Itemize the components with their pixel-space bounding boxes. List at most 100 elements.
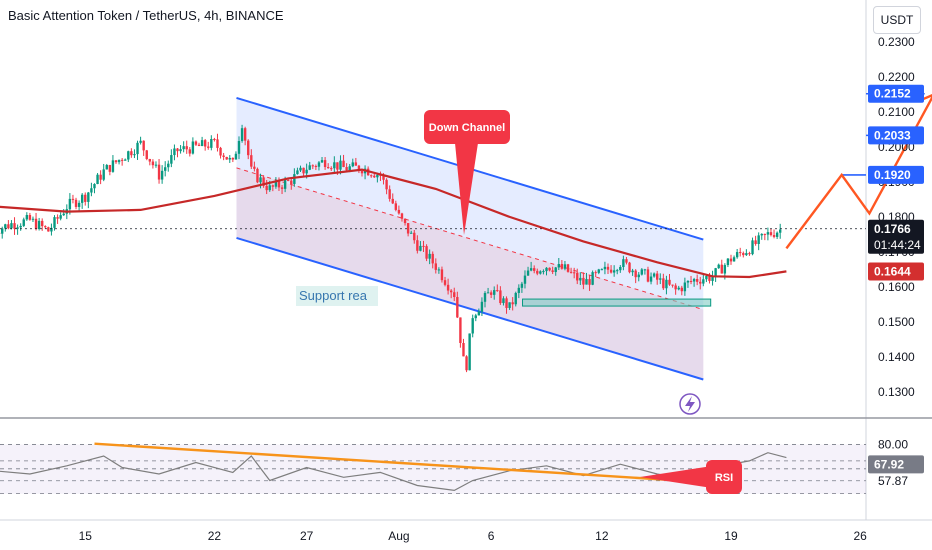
candle-body [305,169,308,174]
candle-body [689,280,693,282]
x-tick-label: Aug [388,529,409,543]
candle-body [287,180,290,182]
candle-body [523,275,527,284]
candle-body [167,163,170,168]
candle-body [443,280,447,285]
candle-body [216,139,219,148]
price-tag: 0.2033 [868,126,924,145]
candle-body [357,165,361,172]
candle-body [671,284,674,286]
candle-body [259,177,262,183]
candle-body [425,246,428,259]
candle-body [277,180,281,188]
price-tag-bg [868,126,924,145]
candle-body [326,167,330,169]
candle-body [170,155,173,164]
candle-body [136,142,139,155]
candle-body [656,273,659,280]
candle-body [754,240,757,244]
price-tag-label: 0.2152 [874,87,911,101]
candle-body [588,279,591,285]
candle-body [22,219,25,226]
candle-body [105,165,108,170]
projection-line [785,95,932,250]
candle-body [526,270,530,276]
candle-body [102,169,105,180]
candle-body [342,160,345,168]
candle-body [769,232,773,236]
price-tag: 0.1920 [868,165,924,184]
candle-body [133,154,136,156]
candle-body [308,165,311,170]
price-tag-label: 0.1920 [874,168,911,182]
candle-body [493,290,496,295]
candle-body [53,217,56,228]
moving-average [0,168,787,279]
candle-body [465,356,468,371]
candle-body [345,167,348,171]
candle-body [173,148,176,156]
candle-body [256,168,259,183]
candle-body [745,253,748,256]
candle-body [563,264,567,269]
candle-body [732,257,736,262]
candle-body [729,258,733,262]
price-series [0,124,866,373]
candle-body [683,282,687,292]
candle-body [486,292,490,294]
candle-body [680,287,683,292]
candle-body [410,232,413,234]
candle-body [354,162,358,166]
candle-body [271,185,275,187]
candle-body [508,302,511,308]
candle-body [699,281,702,284]
candle-body [603,266,607,270]
rsi-pointer [640,466,712,488]
candle-body [253,166,256,169]
candle-body [311,165,314,167]
currency-button[interactable]: USDT [873,6,921,34]
callout-pointer [455,143,478,235]
candle-body [160,170,164,180]
candle-body [1,228,4,234]
candle-body [391,198,394,204]
candle-body [597,269,600,273]
y-tick-label: 0.1400 [878,350,915,364]
candle-body [293,174,296,184]
candle-body [127,151,130,160]
candle-body [77,202,81,207]
candle-body [154,164,158,166]
candle-body [705,276,708,280]
candle-body [268,185,271,191]
candle-body [489,292,493,295]
candle-body [188,149,191,154]
candle-body [194,141,198,145]
candle-body [735,252,739,258]
candle-body [477,311,481,316]
candle-body [511,302,514,305]
candle-body [640,269,644,275]
candle-body [108,165,112,172]
x-tick-label: 6 [488,529,495,543]
candle-body [560,264,564,269]
candle-body [237,140,241,154]
candle-body [551,270,554,272]
candle-body [164,167,167,171]
candle-body [151,161,155,166]
candle-body [468,333,471,371]
candle-body [28,215,32,220]
candle-body [317,162,321,167]
candle-body [96,174,99,185]
candle-body [631,270,634,273]
candle-body [625,259,628,263]
candle-body [114,160,118,163]
x-tick-label: 22 [208,529,222,543]
candle-body [582,277,585,285]
candle-body [210,139,213,148]
candle-body [714,268,717,277]
candle-body [403,218,407,224]
candle-body [4,224,7,229]
candle-body [290,180,293,184]
candle-body [296,170,299,175]
